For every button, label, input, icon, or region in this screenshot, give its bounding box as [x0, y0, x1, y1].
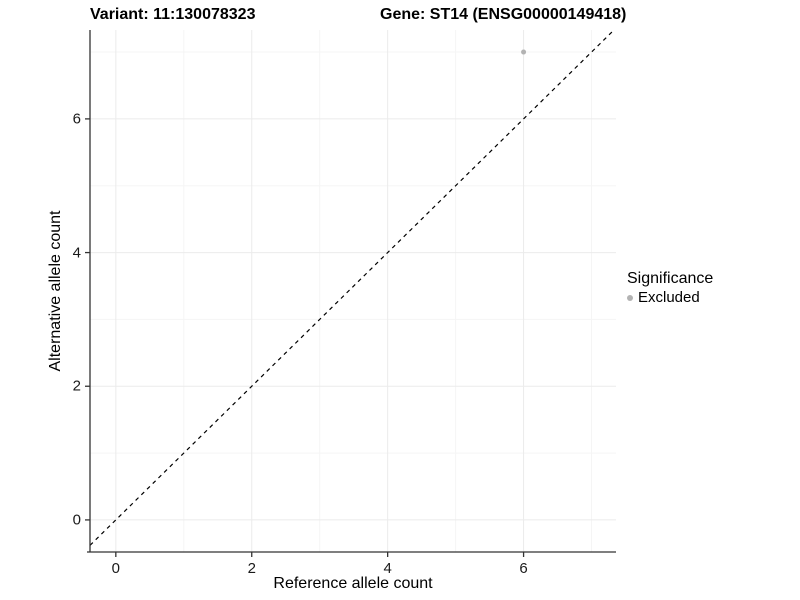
x-tick-label: 0 [111, 560, 120, 577]
x-tick-label: 4 [383, 560, 392, 577]
legend-entry-label: Excluded [638, 289, 700, 306]
y-tick-label: 0 [72, 511, 81, 529]
plot-title-variant: Variant: 11:130078323 [90, 6, 256, 23]
legend: Significance Excluded [627, 269, 713, 307]
legend-point-icon [627, 295, 633, 301]
data-point-excluded [521, 49, 527, 55]
y-tick-label: 6 [72, 110, 81, 128]
y-tick-label: 4 [72, 244, 81, 262]
x-axis-title: Reference allele count [273, 575, 433, 592]
x-tick-label: 6 [519, 560, 528, 577]
identity-line [89, 29, 615, 546]
legend-entry-excluded: Excluded [627, 289, 713, 307]
legend-title: Significance [627, 270, 714, 287]
y-axis-title: Alternative allele count [47, 210, 64, 372]
y-tick-label: 2 [72, 377, 81, 395]
plot-title-gene: Gene: ST14 (ENSG00000149418) [380, 6, 627, 23]
x-tick-label: 2 [247, 560, 256, 577]
